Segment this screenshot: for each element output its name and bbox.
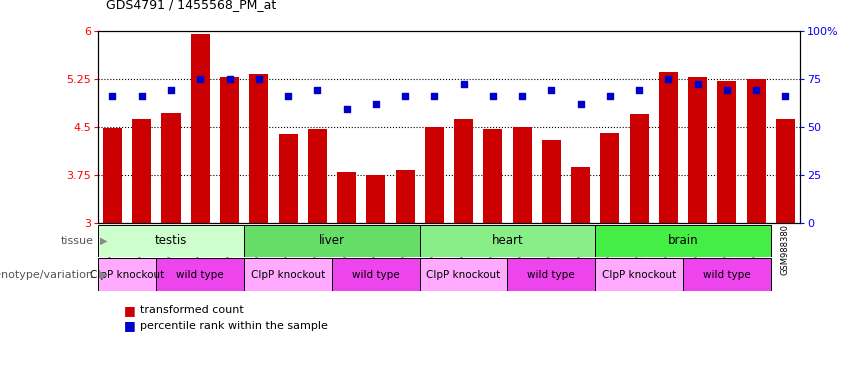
Bar	[132, 119, 151, 223]
Point	[223, 76, 237, 82]
Bar	[249, 74, 268, 223]
Text: genotype/variation: genotype/variation	[0, 270, 94, 280]
Bar	[157, 258, 244, 291]
Text: ■: ■	[123, 304, 135, 317]
Text: brain: brain	[668, 235, 698, 247]
Text: transformed count: transformed count	[140, 305, 244, 315]
Point	[340, 106, 353, 113]
Bar	[542, 140, 561, 223]
Bar	[595, 258, 683, 291]
Point	[603, 93, 617, 99]
Bar	[420, 225, 595, 257]
Point	[486, 93, 500, 99]
Bar	[332, 258, 420, 291]
Point	[369, 101, 383, 107]
Bar	[162, 113, 180, 223]
Text: wild type: wild type	[528, 270, 575, 280]
Text: ClpP knockout: ClpP knockout	[251, 270, 325, 280]
Bar	[717, 81, 736, 223]
Bar	[337, 172, 356, 223]
Bar	[746, 79, 766, 223]
Bar	[688, 77, 707, 223]
Text: testis: testis	[155, 235, 187, 247]
Point	[281, 93, 294, 99]
Bar	[683, 258, 771, 291]
Bar	[396, 170, 414, 223]
Text: percentile rank within the sample: percentile rank within the sample	[140, 321, 328, 331]
Point	[749, 87, 762, 93]
Text: ClpP knockout: ClpP knockout	[90, 270, 164, 280]
Bar	[483, 129, 502, 223]
Bar	[425, 127, 443, 223]
Bar	[420, 258, 507, 291]
Point	[661, 76, 675, 82]
Bar	[600, 133, 620, 223]
Bar	[659, 72, 677, 223]
Bar	[244, 258, 332, 291]
Text: heart: heart	[492, 235, 523, 247]
Point	[252, 76, 266, 82]
Bar	[191, 34, 209, 223]
Point	[427, 93, 441, 99]
Bar	[98, 225, 244, 257]
Point	[779, 93, 792, 99]
Text: ▶: ▶	[100, 236, 107, 246]
Point	[720, 87, 734, 93]
Bar	[220, 77, 239, 223]
Bar	[776, 119, 795, 223]
Bar	[98, 258, 157, 291]
Point	[193, 76, 207, 82]
Text: GDS4791 / 1455568_PM_at: GDS4791 / 1455568_PM_at	[106, 0, 277, 12]
Bar	[630, 114, 648, 223]
Bar	[595, 225, 771, 257]
Bar	[244, 225, 420, 257]
Bar	[103, 128, 122, 223]
Point	[164, 87, 178, 93]
Text: tissue: tissue	[60, 236, 94, 246]
Point	[106, 93, 119, 99]
Bar	[512, 127, 532, 223]
Point	[398, 93, 412, 99]
Point	[135, 93, 149, 99]
Bar	[507, 258, 595, 291]
Text: ■: ■	[123, 319, 135, 332]
Point	[311, 87, 324, 93]
Bar	[366, 175, 386, 223]
Text: liver: liver	[319, 235, 345, 247]
Bar	[308, 129, 327, 223]
Point	[545, 87, 558, 93]
Bar	[278, 134, 298, 223]
Text: wild type: wild type	[176, 270, 224, 280]
Text: ▶: ▶	[100, 270, 107, 280]
Text: wild type: wild type	[352, 270, 400, 280]
Point	[515, 93, 528, 99]
Point	[691, 81, 705, 88]
Text: wild type: wild type	[703, 270, 751, 280]
Point	[574, 101, 587, 107]
Point	[457, 81, 471, 88]
Text: ClpP knockout: ClpP knockout	[426, 270, 500, 280]
Text: ClpP knockout: ClpP knockout	[602, 270, 677, 280]
Bar	[454, 119, 473, 223]
Bar	[571, 167, 590, 223]
Point	[632, 87, 646, 93]
